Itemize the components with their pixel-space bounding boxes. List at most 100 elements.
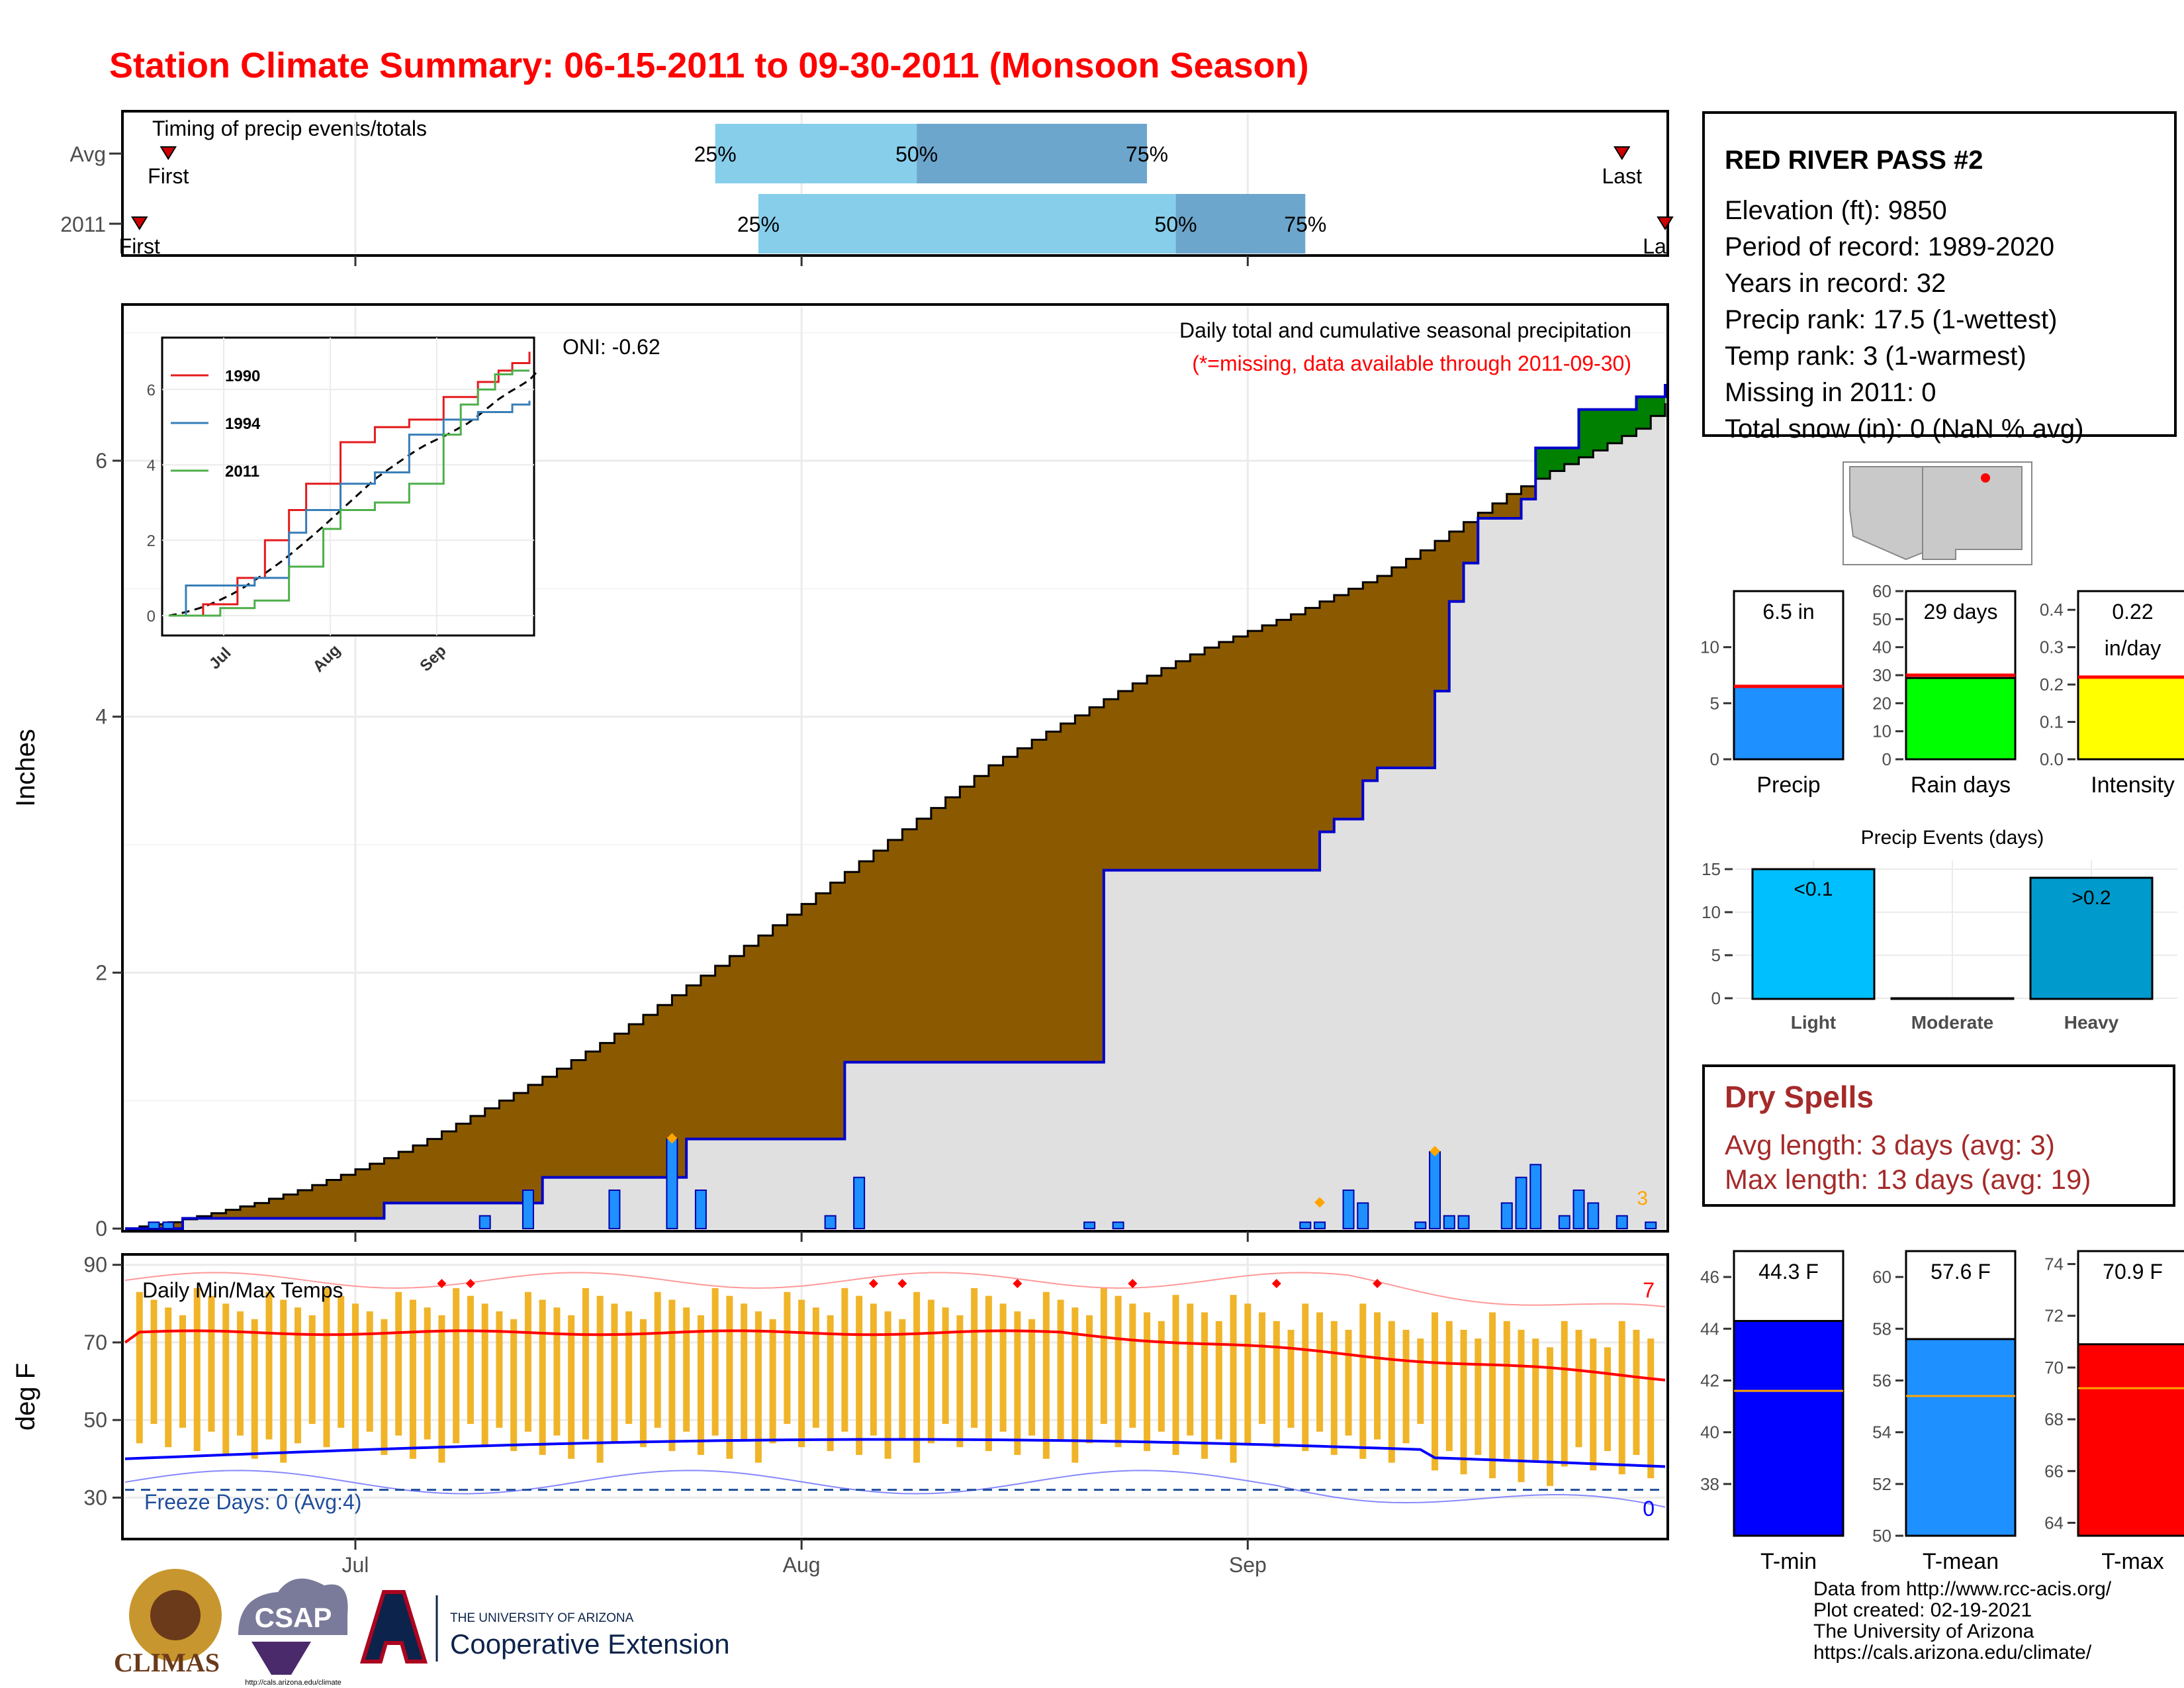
- temp-range-bar: [870, 1303, 877, 1436]
- deficit-area: [830, 882, 845, 1139]
- temp-range-bar: [1590, 1338, 1597, 1471]
- daily-precip-bar: [1443, 1215, 1455, 1229]
- credit-university: The University of Arizona: [1813, 1620, 2034, 1642]
- deficit-area: [887, 839, 903, 1062]
- tmax-gauge: 64 66 68 70 72 74 70.9 F T-max: [2044, 1250, 2184, 1574]
- oni-label: ONI: -0.62: [563, 335, 660, 359]
- intensity-category-label: Intensity: [2091, 773, 2175, 798]
- temp-range-bar: [1230, 1295, 1237, 1463]
- temp-range-bar: [1287, 1329, 1295, 1428]
- daily-precip-bar: [522, 1190, 534, 1229]
- tmin-gauge: 38 40 42 44 46 44.3 F T-min: [1700, 1250, 1844, 1574]
- intensity-y-tick-label: 0.4: [2040, 600, 2064, 620]
- freeze-label: Freeze Days: 0 (Avg:4): [144, 1490, 361, 1514]
- deficit-area: [441, 1131, 457, 1203]
- credit-plot-created: Plot created: 02-19-2021: [1813, 1599, 2032, 1621]
- station-missing: Missing in 2011: 0: [1725, 378, 1936, 407]
- timing-p50-label: 50%: [1155, 212, 1197, 236]
- daily-precip-bar: [1429, 1151, 1441, 1229]
- deficit-area: [1003, 757, 1018, 1062]
- temp-range-bar: [956, 1315, 964, 1448]
- temp-range-bar: [1129, 1303, 1136, 1428]
- record-high-marker: [1373, 1279, 1383, 1289]
- tmean-gauge: 50 52 54 56 58 60 57.6 F T-mean: [1872, 1250, 2017, 1574]
- temp-range-bar: [251, 1319, 258, 1459]
- daily-precip-bar: [666, 1138, 678, 1229]
- temp-range-bar: [179, 1315, 186, 1428]
- raindays-y-tick-label: 10: [1872, 722, 1891, 741]
- tmean-y-tick-label: 60: [1872, 1267, 1891, 1287]
- record-high-marker: [465, 1279, 475, 1289]
- deficit-area: [859, 861, 874, 1062]
- temp-range-bar: [596, 1295, 604, 1463]
- deficit-area: [557, 1068, 572, 1178]
- deficit-area: [470, 1115, 486, 1203]
- temp-range-bar: [884, 1311, 891, 1459]
- csap-logo: CSAP http://cals.arizona.edu/climate: [238, 1578, 348, 1687]
- temp-range-bar: [438, 1315, 445, 1463]
- deficit-area: [456, 1123, 471, 1203]
- credits: Data from http://www.rcc-acis.org/ Plot …: [1813, 1579, 2111, 1664]
- raindays-y-tick-label: 40: [1872, 637, 1891, 657]
- deficit-area: [715, 966, 730, 1139]
- tmean-y-tick-label: 56: [1872, 1370, 1891, 1390]
- tmax-y-tick-label: 64: [2044, 1513, 2064, 1532]
- daily-precip-bar: [1645, 1221, 1657, 1230]
- events-category-label: Moderate: [1911, 1012, 1993, 1033]
- temp-range-bar: [1201, 1312, 1208, 1459]
- deficit-area: [1320, 601, 1335, 832]
- precip-bar: [1733, 685, 1844, 761]
- deficit-area: [1248, 631, 1263, 870]
- temp-range-bar: [1460, 1329, 1467, 1475]
- deficit-area: [1089, 707, 1105, 1062]
- raindays-y-tick-label: 0: [1882, 749, 1891, 769]
- timing-label: Timing of precip events/totals: [152, 117, 427, 140]
- tmean-value-label: 57.6 F: [1931, 1260, 1991, 1284]
- temp-y-tick-label: 70: [83, 1331, 107, 1354]
- temp-range-bar: [193, 1288, 201, 1452]
- temp-x-tick-label: Aug: [783, 1553, 821, 1577]
- temp-range-bar: [208, 1295, 215, 1432]
- avg-min-line: [124, 1438, 1666, 1468]
- first-event-label: First: [148, 164, 189, 188]
- daily-precip-bar: [1414, 1221, 1427, 1230]
- dry-max-length: Max length: 13 days (avg: 19): [1725, 1164, 2091, 1195]
- deficit-area: [643, 1015, 659, 1178]
- temp-range-bar: [1273, 1321, 1280, 1448]
- events-bar-light: [1751, 868, 1876, 1000]
- daily-precip-bar: [1083, 1221, 1096, 1230]
- temp-range-bar: [668, 1299, 676, 1452]
- events-category-label: Light: [1791, 1012, 1836, 1033]
- deficit-area: [1463, 522, 1479, 563]
- record-high-marker: [1271, 1279, 1281, 1289]
- temp-range-bar: [1489, 1312, 1496, 1479]
- deficit-area: [772, 925, 788, 1139]
- last-event-marker: [1657, 216, 1674, 230]
- tmin-y-tick-label: 42: [1700, 1370, 1719, 1390]
- surplus-area: [1535, 447, 1551, 479]
- temp-range-bar: [308, 1315, 316, 1425]
- deficit-area: [1420, 550, 1435, 768]
- temp-range-bar: [424, 1307, 431, 1440]
- climas-text: CLIMAS: [114, 1648, 220, 1677]
- temp-range-bar: [568, 1315, 575, 1459]
- temp-range-bar: [1618, 1321, 1625, 1475]
- temp-range-bar: [467, 1295, 474, 1425]
- timing-p25-label: 25%: [737, 212, 780, 236]
- timing-panel: Timing of precip events/totals Avg 25% 50%…: [60, 110, 1674, 266]
- raindays-category-label: Rain days: [1911, 773, 2011, 798]
- temp-range-bar: [999, 1303, 1007, 1432]
- daily-precip-bar: [1357, 1202, 1369, 1230]
- deficit-area: [1175, 661, 1191, 870]
- temp-range-bar: [1071, 1307, 1079, 1463]
- deficit-area: [1132, 683, 1148, 870]
- timing-bar-25-50: [758, 194, 1176, 254]
- record-min-line: [124, 1470, 1666, 1508]
- deficit-area: [1406, 559, 1421, 768]
- temp-range-bar: [366, 1311, 373, 1432]
- temp-max-count: 7: [1643, 1278, 1655, 1302]
- precip-y-tick-label: 0: [95, 1217, 107, 1241]
- tmax-bar: [2077, 1343, 2184, 1537]
- temp-ylabel: deg F: [11, 1363, 40, 1430]
